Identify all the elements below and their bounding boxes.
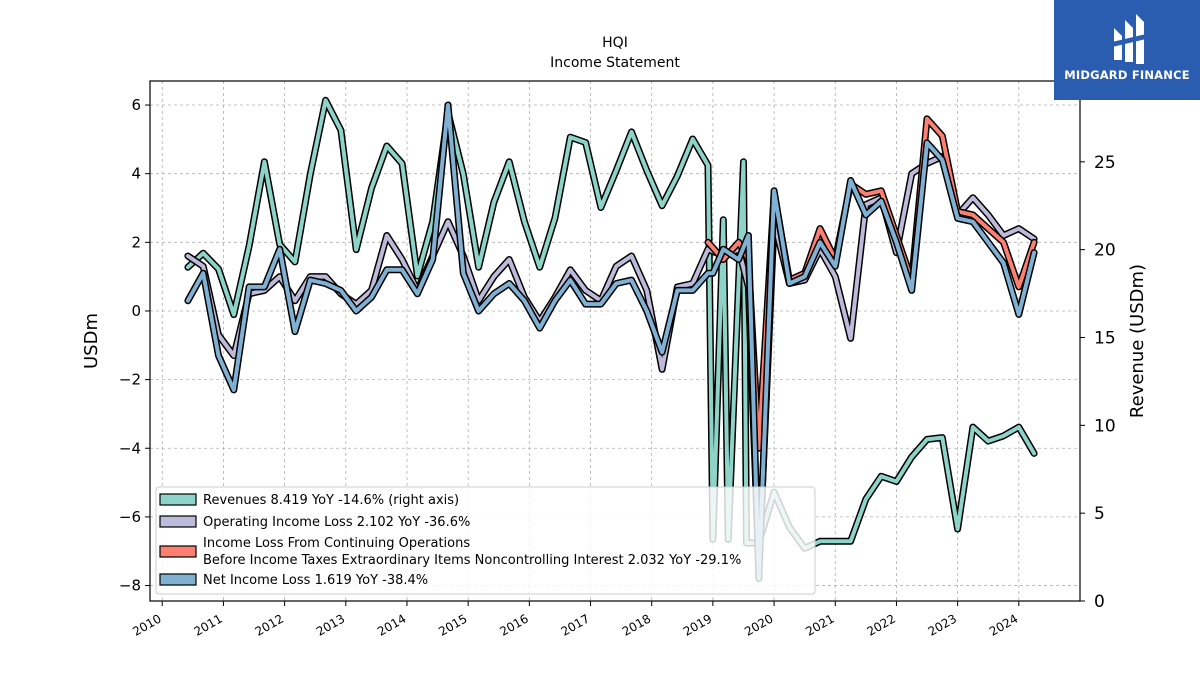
x-tick-label: 2018 xyxy=(620,611,653,638)
left-tick-label: −2 xyxy=(119,371,141,389)
x-tick-label: 2024 xyxy=(987,611,1020,638)
right-axis-label: Revenue (USDm) xyxy=(1127,264,1148,418)
legend-label-net-income: Net Income Loss 1.619 YoY -38.4% xyxy=(203,573,428,588)
legend-frame xyxy=(155,486,816,595)
right-tick-label: 25 xyxy=(1094,153,1116,173)
right-tick-label: 20 xyxy=(1094,241,1116,261)
left-axis: 6 4 2 0 −2 −4 −6 −8 xyxy=(119,96,150,595)
x-axis: 2010 2011 2012 2013 2014 2015 2016 2017 2018 2019… xyxy=(130,601,1020,639)
x-tick-label: 2017 xyxy=(559,611,592,638)
right-tick-label: 10 xyxy=(1094,416,1116,436)
chart-title: HQI xyxy=(602,35,628,51)
legend-label-pretax-income-line2: Before Income Taxes Extraordinary Items … xyxy=(203,553,741,568)
left-tick-label: −8 xyxy=(119,577,141,595)
left-tick-label: 2 xyxy=(131,233,141,251)
brand-logo: MIDGARD FINANCE xyxy=(1054,0,1200,100)
x-tick-label: 2011 xyxy=(191,611,224,638)
right-axis: 0 5 10 15 20 25 xyxy=(1080,153,1116,612)
series-income-loss-from-continuing-operations-b-line xyxy=(706,116,1037,451)
legend-label-pretax-income-line1: Income Loss From Continuing Operations xyxy=(203,536,470,551)
right-tick-label: 15 xyxy=(1094,328,1116,348)
series-net-income-loss-line xyxy=(185,103,1037,581)
x-tick-label: 2016 xyxy=(497,611,530,638)
right-tick-label: 0 xyxy=(1094,592,1105,612)
plot-frame xyxy=(149,80,1081,602)
series-revenues-outline xyxy=(184,96,1038,552)
x-tick-label: 2021 xyxy=(803,611,836,638)
legend: Revenues 8.419 YoY -14.6% (right axis) O… xyxy=(155,486,816,595)
x-tick-label: 2010 xyxy=(130,611,163,638)
chart-subtitle: Income Statement xyxy=(550,55,680,71)
legend-swatch-net-income xyxy=(159,573,197,586)
x-tick-label: 2013 xyxy=(314,611,347,638)
x-tick-label: 2014 xyxy=(375,611,408,638)
midgard-logo-icon xyxy=(1112,14,1146,64)
left-axis-label: USDm xyxy=(81,313,102,369)
left-tick-label: 6 xyxy=(131,96,141,114)
x-tick-label: 2023 xyxy=(926,611,959,638)
left-tick-label: 0 xyxy=(131,302,141,320)
legend-swatch-revenues xyxy=(159,493,197,506)
left-tick-label: −6 xyxy=(119,508,141,526)
legend-swatch-operating-income xyxy=(159,515,197,528)
brand-name: MIDGARD FINANCE xyxy=(1064,68,1190,82)
left-tick-label: 4 xyxy=(131,165,141,183)
x-tick-label: 2020 xyxy=(742,611,775,638)
x-tick-label: 2019 xyxy=(681,611,714,638)
legend-label-revenues: Revenues 8.419 YoY -14.6% (right axis) xyxy=(203,493,459,508)
right-tick-label: 5 xyxy=(1094,504,1105,524)
x-tick-label: 2012 xyxy=(253,611,286,638)
series-layer xyxy=(184,96,1038,583)
left-tick-label: −4 xyxy=(119,439,141,457)
x-tick-label: 2015 xyxy=(436,611,469,638)
legend-swatch-pretax-income xyxy=(159,545,197,558)
legend-label-operating-income: Operating Income Loss 2.102 YoY -36.6% xyxy=(203,515,470,530)
x-tick-label: 2022 xyxy=(864,611,897,638)
series-revenues-line xyxy=(185,98,1037,551)
